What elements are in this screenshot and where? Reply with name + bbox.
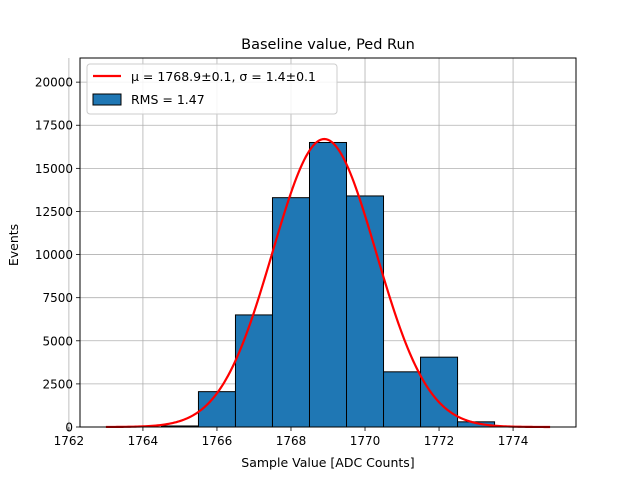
histogram-bar: [383, 371, 422, 428]
y-tick-label: 0: [65, 421, 73, 435]
y-tick-label: 20000: [35, 76, 73, 90]
x-tick-label: 1772: [424, 434, 455, 448]
fit-curve-layer: [105, 137, 551, 429]
x-tick-label: 1768: [276, 434, 307, 448]
y-tick-label: 17500: [35, 119, 73, 133]
histogram-bar: [308, 141, 348, 428]
legend-fit-label: μ = 1768.9±0.1, σ = 1.4±0.1: [131, 69, 316, 84]
y-tick-label: 12500: [35, 205, 73, 219]
histogram-bar: [234, 314, 273, 428]
legend-box: [86, 63, 338, 115]
gaussian-fit-line: [105, 137, 551, 429]
y-tick-label: 10000: [35, 248, 73, 262]
axis-ticks: 1762 1764 1766 1768 1770 1772 1774 0 2500 5000 750…: [35, 76, 529, 448]
y-tick-label: 15000: [35, 162, 73, 176]
histogram-bar: [420, 356, 459, 428]
legend: μ = 1768.9±0.1, σ = 1.4±0.1 RMS = 1.47: [86, 63, 338, 115]
x-tick-label: 1764: [128, 434, 159, 448]
x-tick-label: 1766: [202, 434, 233, 448]
x-tick-label: 1762: [54, 434, 85, 448]
x-tick-label: 1774: [498, 434, 529, 448]
legend-histogram-label: RMS = 1.47: [131, 92, 205, 107]
histogram-bar: [197, 391, 236, 428]
y-tick-label: 5000: [42, 334, 73, 348]
histogram-bar: [346, 195, 385, 428]
y-axis-label: Events: [6, 224, 21, 266]
histogram-bars: [160, 141, 496, 428]
axes-frame: [79, 57, 577, 428]
x-axis-label: Sample Value [ADC Counts]: [241, 455, 414, 470]
y-tick-label: 7500: [42, 291, 73, 305]
y-tick-label: 2500: [42, 377, 73, 391]
chart-title: Baseline value, Ped Run: [241, 37, 415, 53]
x-tick-label: 1770: [350, 434, 381, 448]
legend-histogram-swatch: [92, 93, 122, 106]
